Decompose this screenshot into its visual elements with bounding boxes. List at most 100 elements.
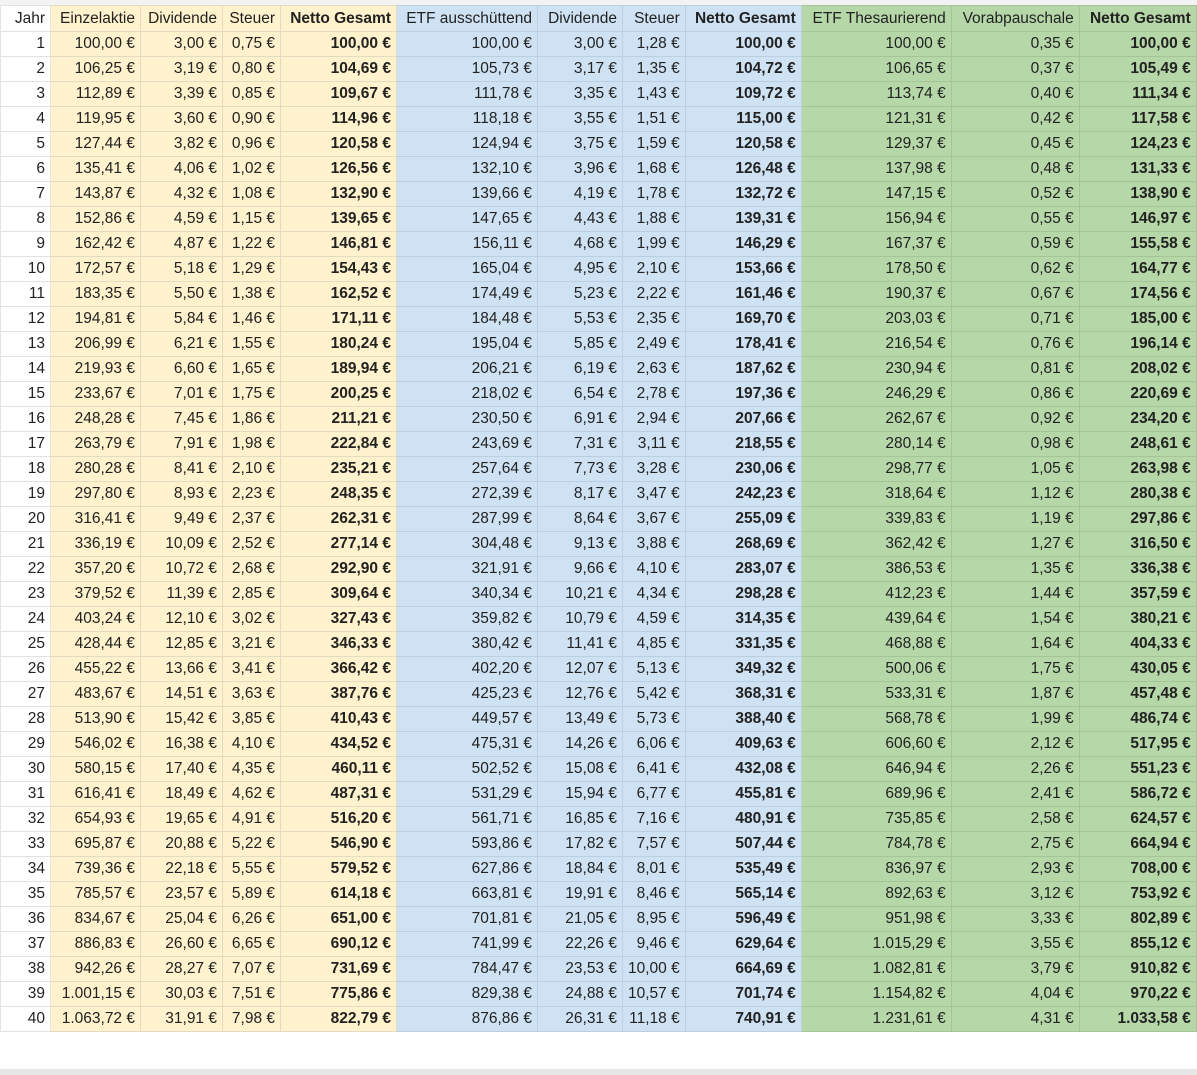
cell-vorabpauschale[interactable]: 1,05 € <box>950 456 1080 482</box>
cell-etf-thesaurierend[interactable]: 568,78 € <box>800 706 952 732</box>
cell-steuer[interactable]: 0,75 € <box>222 31 281 57</box>
cell-etf-netto-gesamt[interactable]: 115,00 € <box>684 106 802 132</box>
cell-etf-steuer[interactable]: 6,41 € <box>622 756 686 782</box>
cell-vorabpauschale[interactable]: 2,26 € <box>950 756 1080 782</box>
cell-etf-dividende[interactable]: 8,64 € <box>537 506 623 532</box>
cell-jahr[interactable]: 18 <box>0 456 51 482</box>
cell-jahr[interactable]: 21 <box>0 531 51 557</box>
cell-einzelaktie[interactable]: 183,35 € <box>50 281 141 307</box>
cell-vorabpauschale[interactable]: 0,92 € <box>950 406 1080 432</box>
cell-jahr[interactable]: 2 <box>0 56 51 82</box>
cell-etf-dividende[interactable]: 15,94 € <box>537 781 623 807</box>
cell-vorabpauschale[interactable]: 1,99 € <box>950 706 1080 732</box>
cell-einzelaktie[interactable]: 127,44 € <box>50 131 141 157</box>
cell-etf-ausschuettend[interactable]: 206,21 € <box>396 356 538 382</box>
cell-etf-dividende[interactable]: 23,53 € <box>537 956 623 982</box>
cell-netto-gesamt[interactable]: 775,86 € <box>280 981 397 1007</box>
cell-dividende[interactable]: 11,39 € <box>140 581 223 607</box>
cell-etf-netto-gesamt[interactable]: 740,91 € <box>684 1006 802 1032</box>
cell-etf-steuer[interactable]: 4,10 € <box>622 556 686 582</box>
cell-netto-gesamt[interactable]: 104,69 € <box>280 56 397 82</box>
cell-etf-steuer[interactable]: 4,59 € <box>622 606 686 632</box>
cell-etf-ausschuettend[interactable]: 784,47 € <box>396 956 538 982</box>
cell-etf-steuer[interactable]: 7,57 € <box>622 831 686 857</box>
cell-etf-netto-gesamt[interactable]: 230,06 € <box>684 456 802 482</box>
cell-dividende[interactable]: 6,21 € <box>140 331 223 357</box>
cell-etf-dividende[interactable]: 3,17 € <box>537 56 623 82</box>
cell-etf-ausschuettend[interactable]: 531,29 € <box>396 781 538 807</box>
cell-vorabpauschale[interactable]: 1,54 € <box>950 606 1080 632</box>
cell-einzelaktie[interactable]: 233,67 € <box>50 381 141 407</box>
cell-etf-netto-gesamt[interactable]: 255,09 € <box>684 506 802 532</box>
cell-etf-netto-gesamt[interactable]: 535,49 € <box>684 856 802 882</box>
cell-etf-thesaurierend[interactable]: 386,53 € <box>800 556 952 582</box>
cell-dividende[interactable]: 5,50 € <box>140 281 223 307</box>
cell-etf-thesaurierend[interactable]: 203,03 € <box>800 306 952 332</box>
cell-jahr[interactable]: 4 <box>0 106 51 132</box>
cell-etf-netto-gesamt[interactable]: 153,66 € <box>684 256 802 282</box>
cell-jahr[interactable]: 19 <box>0 481 51 507</box>
cell-vorabpauschale[interactable]: 0,59 € <box>950 231 1080 257</box>
cell-etf-netto-gesamt[interactable]: 146,29 € <box>684 231 802 257</box>
cell-vorabpauschale[interactable]: 1,19 € <box>950 506 1080 532</box>
cell-vorabpauschale[interactable]: 1,75 € <box>950 656 1080 682</box>
cell-etf-ausschuettend[interactable]: 876,86 € <box>396 1006 538 1032</box>
cell-vorabpauschale[interactable]: 0,37 € <box>950 56 1080 82</box>
cell-jahr[interactable]: 35 <box>0 881 51 907</box>
cell-einzelaktie[interactable]: 219,93 € <box>50 356 141 382</box>
cell-thes-netto-gesamt[interactable]: 486,74 € <box>1078 706 1197 732</box>
cell-thes-netto-gesamt[interactable]: 316,50 € <box>1078 531 1197 557</box>
cell-einzelaktie[interactable]: 143,87 € <box>50 181 141 207</box>
cell-steuer[interactable]: 5,55 € <box>222 856 281 882</box>
cell-dividende[interactable]: 20,88 € <box>140 831 223 857</box>
cell-dividende[interactable]: 22,18 € <box>140 856 223 882</box>
cell-vorabpauschale[interactable]: 0,42 € <box>950 106 1080 132</box>
cell-thes-netto-gesamt[interactable]: 430,05 € <box>1078 656 1197 682</box>
cell-steuer[interactable]: 3,85 € <box>222 706 281 732</box>
cell-thes-netto-gesamt[interactable]: 248,61 € <box>1078 431 1197 457</box>
cell-etf-dividende[interactable]: 26,31 € <box>537 1006 623 1032</box>
cell-etf-dividende[interactable]: 11,41 € <box>537 631 623 657</box>
cell-etf-steuer[interactable]: 2,94 € <box>622 406 686 432</box>
cell-etf-netto-gesamt[interactable]: 120,58 € <box>684 131 802 157</box>
cell-etf-ausschuettend[interactable]: 304,48 € <box>396 531 538 557</box>
cell-vorabpauschale[interactable]: 2,75 € <box>950 831 1080 857</box>
cell-etf-ausschuettend[interactable]: 340,34 € <box>396 581 538 607</box>
cell-dividende[interactable]: 4,87 € <box>140 231 223 257</box>
cell-etf-thesaurierend[interactable]: 362,42 € <box>800 531 952 557</box>
cell-einzelaktie[interactable]: 280,28 € <box>50 456 141 482</box>
cell-thes-netto-gesamt[interactable]: 155,58 € <box>1078 231 1197 257</box>
cell-dividende[interactable]: 9,49 € <box>140 506 223 532</box>
cell-etf-steuer[interactable]: 6,77 € <box>622 781 686 807</box>
cell-etf-steuer[interactable]: 3,88 € <box>622 531 686 557</box>
cell-steuer[interactable]: 2,10 € <box>222 456 281 482</box>
cell-etf-dividende[interactable]: 5,53 € <box>537 306 623 332</box>
cell-etf-dividende[interactable]: 6,91 € <box>537 406 623 432</box>
cell-dividende[interactable]: 18,49 € <box>140 781 223 807</box>
cell-einzelaktie[interactable]: 1.063,72 € <box>50 1006 141 1032</box>
cell-etf-netto-gesamt[interactable]: 161,46 € <box>684 281 802 307</box>
cell-etf-thesaurierend[interactable]: 1.231,61 € <box>800 1006 952 1032</box>
cell-dividende[interactable]: 3,00 € <box>140 31 223 57</box>
cell-netto-gesamt[interactable]: 222,84 € <box>280 431 397 457</box>
cell-vorabpauschale[interactable]: 3,55 € <box>950 931 1080 957</box>
cell-thes-netto-gesamt[interactable]: 970,22 € <box>1078 981 1197 1007</box>
cell-thes-netto-gesamt[interactable]: 131,33 € <box>1078 156 1197 182</box>
cell-vorabpauschale[interactable]: 0,67 € <box>950 281 1080 307</box>
cell-thes-netto-gesamt[interactable]: 1.033,58 € <box>1078 1006 1197 1032</box>
cell-etf-dividende[interactable]: 17,82 € <box>537 831 623 857</box>
horizontal-scrollbar[interactable] <box>0 1069 1197 1075</box>
cell-vorabpauschale[interactable]: 0,62 € <box>950 256 1080 282</box>
cell-etf-ausschuettend[interactable]: 380,42 € <box>396 631 538 657</box>
cell-etf-netto-gesamt[interactable]: 132,72 € <box>684 181 802 207</box>
cell-etf-netto-gesamt[interactable]: 480,91 € <box>684 806 802 832</box>
cell-etf-thesaurierend[interactable]: 606,60 € <box>800 731 952 757</box>
cell-netto-gesamt[interactable]: 460,11 € <box>280 756 397 782</box>
cell-etf-dividende[interactable]: 14,26 € <box>537 731 623 757</box>
cell-etf-thesaurierend[interactable]: 178,50 € <box>800 256 952 282</box>
cell-etf-thesaurierend[interactable]: 137,98 € <box>800 156 952 182</box>
cell-etf-ausschuettend[interactable]: 195,04 € <box>396 331 538 357</box>
cell-thes-netto-gesamt[interactable]: 855,12 € <box>1078 931 1197 957</box>
cell-jahr[interactable]: 34 <box>0 856 51 882</box>
cell-etf-dividende[interactable]: 4,43 € <box>537 206 623 232</box>
